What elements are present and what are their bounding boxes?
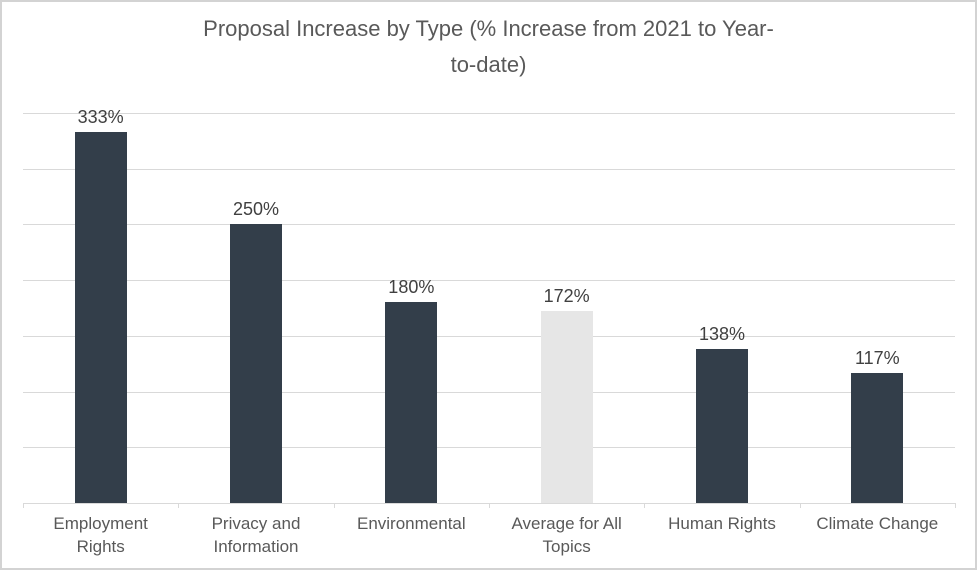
category-label-privacy-and-information: Privacy and Information <box>211 514 301 556</box>
category-label-climate-change: Climate Change <box>816 514 939 533</box>
x-axis-tick-0 <box>23 503 24 508</box>
data-label-employment-rights: 333% <box>77 106 124 127</box>
x-axis-tick-2 <box>334 503 335 508</box>
x-axis-tick-1 <box>178 503 179 508</box>
chart-title-line-2: to-date) <box>450 52 527 77</box>
plot-area: 333% 250% 180% 172% 138% 117% <box>23 107 956 508</box>
bar-employment-rights <box>74 131 127 503</box>
x-axis-tick-5 <box>800 503 801 508</box>
category-label-employment-rights: Employment Rights <box>53 514 148 556</box>
category-axis-labels: Employment Rights Privacy and Information… <box>23 504 955 558</box>
x-axis-tick-4 <box>644 503 645 508</box>
data-label-human-rights: 138% <box>698 324 746 345</box>
gridline-200 <box>23 280 955 282</box>
bar-environmental <box>385 302 438 503</box>
gridline-250 <box>23 224 955 226</box>
chart-title: Proposal Increase by Type (% Increase fr… <box>2 11 975 83</box>
gridline-150 <box>23 335 955 337</box>
x-axis-tick-3 <box>489 503 490 508</box>
bar-privacy-and-information <box>230 224 282 503</box>
bar-climate-change <box>851 372 904 503</box>
bar-average-for-all-topics <box>540 311 593 503</box>
data-label-privacy-and-information: 250% <box>232 199 280 220</box>
gridline-100 <box>23 391 955 393</box>
x-axis-tick-6 <box>955 503 956 508</box>
gridline-350 <box>23 113 955 114</box>
chart-title-line-1: Proposal Increase by Type (% Increase fr… <box>203 16 774 41</box>
data-label-average-for-all-topics: 172% <box>543 286 590 307</box>
category-label-human-rights: Human Rights <box>668 514 776 533</box>
gridline-300 <box>23 168 955 170</box>
data-label-climate-change: 117% <box>854 347 900 368</box>
category-label-environmental: Environmental <box>356 514 466 533</box>
bar-human-rights <box>696 349 748 503</box>
gridline-50 <box>23 447 955 449</box>
data-label-environmental: 180% <box>388 277 435 298</box>
category-label-average-for-all-topics: Average for All Topics <box>511 514 622 556</box>
